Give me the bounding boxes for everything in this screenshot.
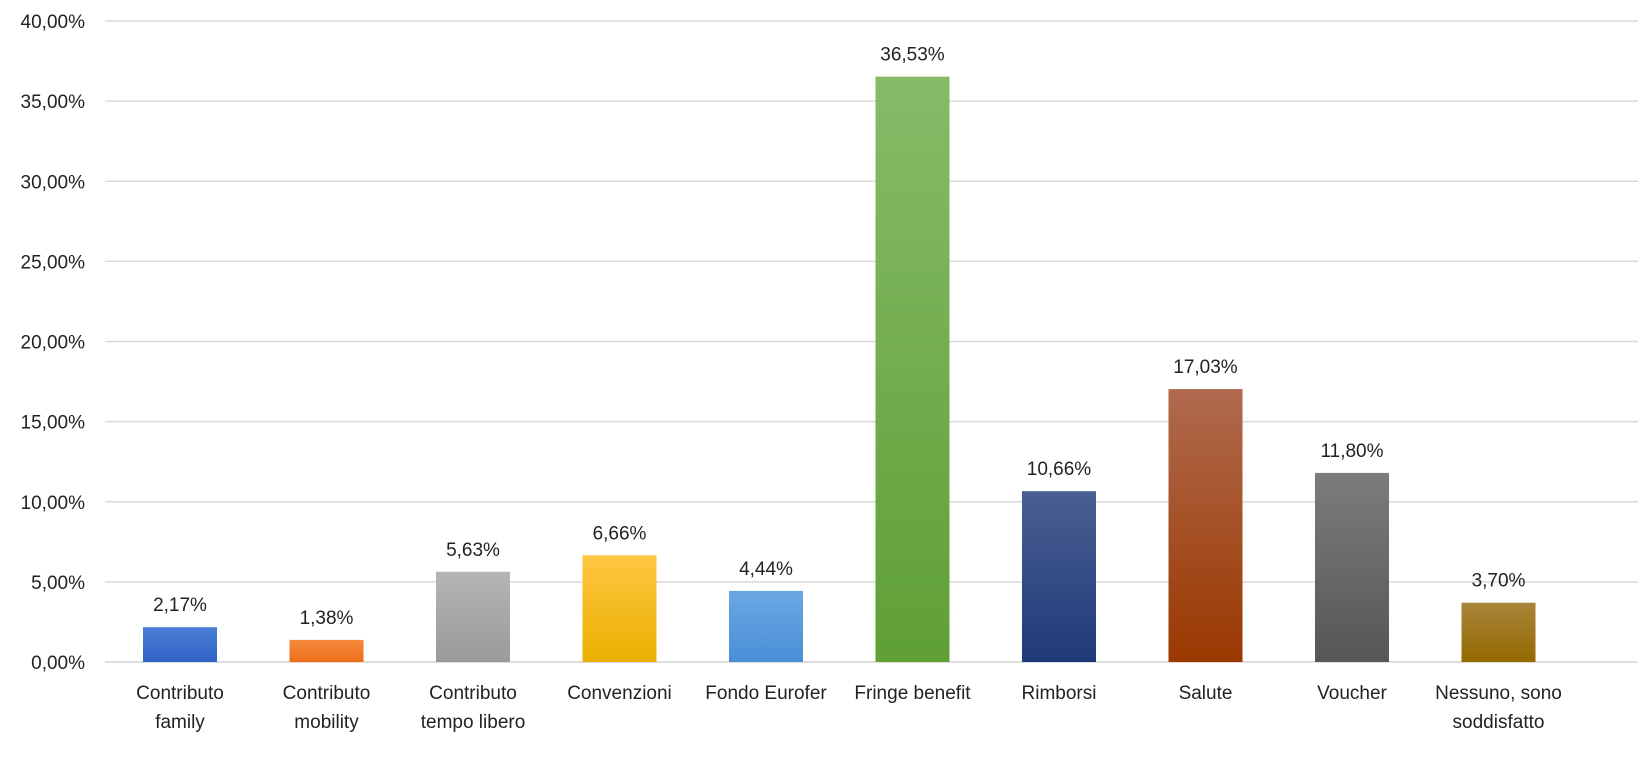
x-category-label-line: soddisfatto (1453, 712, 1545, 733)
x-category-label-line: Contributo (283, 683, 371, 704)
x-category-label: Convenzioni (567, 683, 672, 704)
x-category-label: Fondo Eurofer (705, 683, 827, 704)
x-category-label-line: Fringe benefit (854, 683, 971, 704)
x-category-label-line: Contributo (136, 683, 224, 704)
data-label: 17,03% (1173, 357, 1238, 378)
x-category-label: Contributo family (136, 683, 224, 733)
x-category-label-line: Voucher (1317, 683, 1387, 704)
y-tick-label: 0,00% (31, 653, 85, 674)
bar (1022, 491, 1096, 662)
data-label: 3,70% (1472, 571, 1526, 592)
y-tick-label: 5,00% (31, 573, 85, 594)
x-category-label-line: Rimborsi (1022, 683, 1097, 704)
y-tick-label: 25,00% (21, 252, 86, 273)
y-tick-label: 10,00% (21, 493, 86, 514)
data-label: 36,53% (880, 45, 945, 66)
y-tick-label: 30,00% (21, 172, 86, 193)
bar (289, 639, 364, 662)
bar (1315, 472, 1389, 662)
bar (582, 555, 657, 662)
bar (143, 627, 217, 662)
x-category-label: Fringe benefit (854, 683, 971, 704)
y-tick-label: 15,00% (21, 413, 86, 434)
gridlines (105, 20, 1638, 663)
bar (1461, 602, 1536, 662)
x-category-label: Voucher (1317, 683, 1387, 704)
x-category-label-line: Fondo Eurofer (705, 683, 827, 704)
y-axis-ticks: 0,00% 5,00% 10,00% 15,00% 20,00% 25,00% 30,00%… (21, 12, 86, 674)
x-category-label: Contributo mobility (283, 683, 371, 733)
x-category-label: Salute (1179, 683, 1233, 704)
y-tick-label: 20,00% (21, 333, 86, 354)
data-label: 11,80% (1320, 441, 1383, 462)
data-labels: 2,17% 1,38% 5,63% 6,66% 4,44% 36,53% 10,66% 17,… (153, 45, 1525, 629)
bars (143, 76, 1536, 662)
data-label: 6,66% (593, 523, 647, 544)
x-category-label: Contributo tempo libero (421, 683, 526, 733)
x-category-label-line: mobility (294, 712, 359, 733)
x-category-label-line: Nessuno, sono (1435, 683, 1562, 704)
x-category-label-line: family (155, 712, 205, 733)
data-label: 2,17% (153, 595, 207, 616)
x-category-label-line: Salute (1179, 683, 1233, 704)
x-category-label-line: Contributo (429, 683, 517, 704)
y-tick-label: 40,00% (21, 12, 86, 33)
data-label: 5,63% (446, 540, 500, 561)
data-label: 4,44% (739, 559, 793, 580)
x-category-label: Nessuno, sono soddisfatto (1435, 683, 1562, 733)
y-tick-label: 35,00% (21, 92, 86, 113)
data-label: 10,66% (1027, 459, 1092, 480)
bar (875, 76, 950, 662)
data-label: 1,38% (300, 608, 354, 629)
x-category-label: Rimborsi (1022, 683, 1097, 704)
x-category-label-line: Convenzioni (567, 683, 672, 704)
bar (1168, 389, 1243, 662)
bar (436, 571, 510, 662)
x-category-label-line: tempo libero (421, 712, 526, 733)
bar (729, 590, 803, 662)
